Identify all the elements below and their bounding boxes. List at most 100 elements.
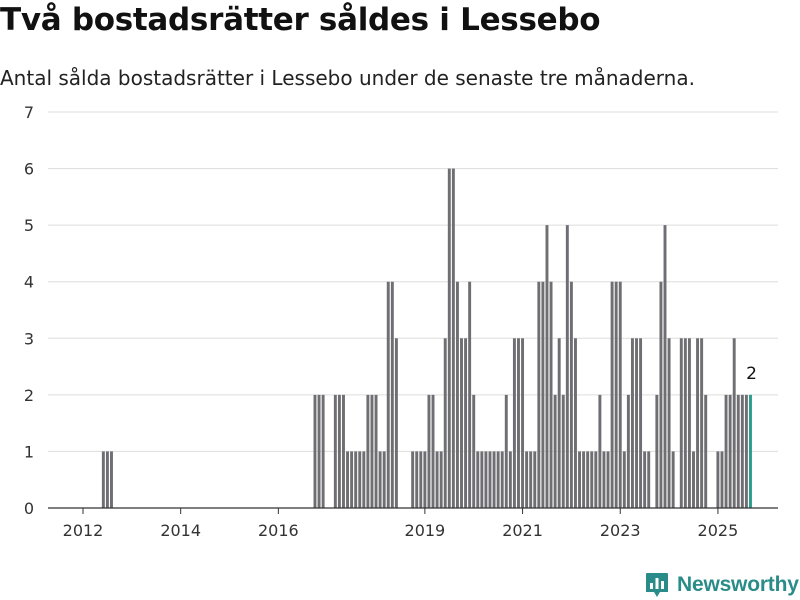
bar: [700, 338, 704, 508]
x-tick-label: 2025: [698, 521, 739, 540]
x-tick-label: 2014: [160, 521, 201, 540]
bar: [366, 394, 370, 508]
bar: [565, 225, 569, 508]
bar: [427, 394, 431, 508]
bar: [484, 451, 488, 508]
y-tick-label: 0: [24, 499, 34, 518]
bar: [647, 451, 651, 508]
bar: [720, 451, 724, 508]
bar: [716, 451, 720, 508]
bar: [602, 451, 606, 508]
bar: [683, 338, 687, 508]
y-tick-label: 6: [24, 160, 34, 179]
bar: [553, 394, 557, 508]
bar: [692, 451, 695, 508]
x-tick-label: 2019: [405, 521, 446, 540]
bar: [378, 451, 382, 508]
bar: [704, 394, 708, 508]
y-tick-label: 3: [24, 329, 34, 348]
newsworthy-brand: Newsworthy: [645, 570, 799, 600]
x-tick-label: 2012: [63, 521, 104, 540]
bar: [574, 338, 577, 508]
bar: [443, 338, 447, 508]
y-tick-label: 7: [24, 103, 34, 122]
bar: [635, 338, 638, 508]
gridlines: [48, 111, 778, 452]
bar: [337, 394, 341, 508]
bar: [533, 451, 537, 508]
bars: [101, 168, 752, 508]
bar: [569, 281, 573, 508]
bar: [472, 394, 476, 508]
bar: [504, 394, 508, 508]
bar: [541, 281, 545, 508]
x-axis-ticks: 2012 2014 2016 2019 2021 2023 2025: [63, 508, 739, 540]
bar: [439, 451, 443, 508]
bar: [496, 451, 500, 508]
bar: [374, 394, 378, 508]
bar: [110, 451, 113, 508]
bar: [610, 281, 614, 508]
bar: [411, 451, 415, 508]
bar: [537, 281, 541, 508]
bar: [586, 451, 590, 508]
bar: [333, 394, 337, 508]
bar: [659, 281, 663, 508]
bar: [622, 451, 626, 508]
y-tick-label: 5: [24, 216, 34, 235]
bar: [626, 394, 630, 508]
bar: [557, 338, 561, 508]
bar: [390, 281, 394, 508]
x-tick-label: 2021: [502, 521, 543, 540]
brand-name: Newsworthy: [677, 573, 799, 596]
bar: [512, 338, 516, 508]
bar: [370, 394, 374, 508]
bar: [447, 168, 451, 508]
bar: [606, 451, 610, 508]
bar: [508, 451, 512, 508]
bar: [101, 451, 105, 508]
bar: [354, 451, 358, 508]
bar: [358, 451, 362, 508]
x-tick-label: 2016: [258, 521, 299, 540]
bar: [732, 338, 736, 508]
bar: [740, 394, 744, 508]
bar: [671, 451, 675, 508]
bar: [423, 451, 427, 508]
bar: [529, 451, 533, 508]
bar: [321, 394, 325, 508]
bar: [578, 451, 581, 508]
x-tick-label: 2023: [600, 521, 641, 540]
bar: [728, 394, 732, 508]
bar: [663, 225, 667, 508]
bar: [667, 338, 671, 508]
chart-subtitle: Antal sålda bostadsrätter i Lessebo unde…: [0, 66, 695, 90]
bar: [492, 451, 496, 508]
value-annotation: 2: [746, 364, 757, 384]
bar: [105, 451, 109, 508]
bar: [549, 281, 553, 508]
bar: [736, 394, 740, 508]
bar: [643, 451, 647, 508]
bar: [679, 338, 683, 508]
bar: [655, 394, 659, 508]
y-tick-label: 4: [24, 273, 34, 292]
bar: [545, 225, 549, 508]
bar: [598, 394, 602, 508]
bar: [464, 338, 468, 508]
bar: [460, 338, 463, 508]
bar: [614, 281, 618, 508]
bar: [639, 338, 643, 508]
bar: [415, 451, 419, 508]
bar: [313, 394, 317, 508]
bar: [618, 281, 622, 508]
bar: [561, 394, 565, 508]
bar: [630, 338, 634, 508]
y-tick-label: 1: [24, 442, 34, 461]
bar: [451, 168, 455, 508]
bar-highlight: [749, 394, 752, 508]
newsworthy-logo-icon: [646, 573, 668, 597]
bar: [724, 394, 728, 508]
bar: [468, 281, 472, 508]
bar: [317, 394, 321, 508]
